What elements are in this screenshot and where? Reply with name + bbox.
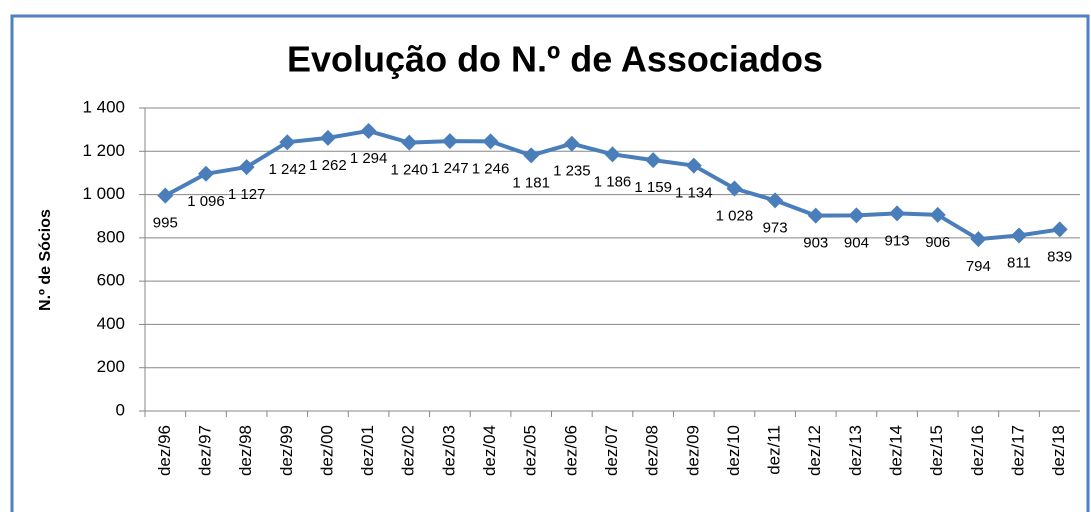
- data-label: 1 028: [716, 207, 754, 224]
- marker: [889, 205, 906, 222]
- marker: [157, 187, 174, 204]
- y-tick-label: 1 200: [82, 141, 125, 160]
- data-label: 973: [763, 219, 788, 236]
- frame: [10, 14, 1090, 512]
- data-label: 903: [803, 235, 828, 252]
- x-tick-label: dez/16: [968, 425, 987, 476]
- marker: [238, 159, 255, 176]
- marker: [319, 129, 336, 146]
- data-label: 1 186: [594, 173, 632, 190]
- marker: [970, 231, 987, 248]
- x-tick-label: dez/00: [317, 425, 336, 476]
- chart-title: Evolução do N.º de Associados: [287, 39, 823, 80]
- marker: [482, 133, 499, 150]
- marker: [441, 133, 458, 150]
- y-tick-label: 800: [97, 227, 125, 246]
- marker: [685, 157, 702, 174]
- marker: [401, 134, 418, 151]
- marker: [807, 207, 824, 224]
- marker: [1051, 221, 1068, 238]
- data-label: 1 240: [390, 162, 428, 179]
- x-tick-label: dez/17: [1009, 425, 1028, 476]
- data-label: 1 247: [431, 160, 469, 177]
- x-tick-label: dez/13: [846, 425, 865, 476]
- x-tick-label: dez/04: [480, 425, 499, 476]
- x-tick-label: dez/98: [236, 425, 255, 476]
- marker: [604, 146, 621, 163]
- data-label: 1 294: [350, 150, 388, 167]
- data-label: 904: [844, 234, 869, 251]
- y-tick-label: 600: [97, 271, 125, 290]
- x-tick-label: dez/07: [602, 425, 621, 476]
- marker: [523, 147, 540, 164]
- data-label: 1 262: [309, 157, 347, 174]
- x-tick-label: dez/18: [1049, 425, 1068, 476]
- data-label: 1 096: [187, 193, 225, 210]
- marker: [1011, 227, 1028, 244]
- marker: [645, 152, 662, 169]
- marker: [848, 207, 865, 224]
- x-tick-label: dez/06: [561, 425, 580, 476]
- marker: [767, 192, 784, 209]
- data-label: 1 235: [553, 163, 591, 180]
- x-tick-label: dez/15: [927, 425, 946, 476]
- data-label: 1 159: [634, 179, 672, 196]
- marker: [563, 135, 580, 152]
- data-label: 906: [925, 234, 950, 251]
- data-label: 995: [153, 215, 178, 232]
- marker: [726, 180, 743, 197]
- data-label: 1 181: [512, 174, 550, 191]
- x-tick-label: dez/05: [521, 425, 540, 476]
- y-axis-title: N.º de Sócios: [37, 209, 54, 311]
- data-label: 1 134: [675, 185, 713, 202]
- marker: [279, 134, 296, 151]
- data-label: 1 246: [472, 160, 510, 177]
- x-tick-label: dez/08: [643, 425, 662, 476]
- x-tick-label: dez/09: [683, 425, 702, 476]
- data-label: 794: [966, 258, 991, 275]
- y-tick-label: 1 400: [82, 97, 125, 116]
- x-tick-label: dez/96: [155, 425, 174, 476]
- x-tick-label: dez/10: [724, 425, 743, 476]
- y-tick-label: 200: [97, 357, 125, 376]
- data-label: 811: [1007, 254, 1031, 271]
- marker: [360, 122, 377, 139]
- marker: [929, 206, 946, 223]
- x-tick-label: dez/11: [765, 425, 784, 475]
- data-label: 839: [1047, 248, 1072, 265]
- y-tick-label: 1 000: [82, 184, 125, 203]
- marker: [197, 165, 214, 182]
- x-tick-label: dez/02: [399, 425, 418, 476]
- x-tick-label: dez/01: [358, 425, 377, 476]
- x-tick-label: dez/99: [277, 425, 296, 476]
- data-label: 913: [885, 232, 910, 249]
- data-label: 1 127: [228, 186, 266, 203]
- x-tick-label: dez/03: [439, 425, 458, 476]
- x-tick-label: dez/12: [805, 425, 824, 476]
- y-tick-label: 400: [97, 314, 125, 333]
- data-label: 1 242: [269, 161, 307, 178]
- x-tick-label: dez/14: [887, 425, 906, 476]
- y-tick-label: 0: [116, 400, 125, 419]
- x-tick-label: dez/97: [195, 425, 214, 476]
